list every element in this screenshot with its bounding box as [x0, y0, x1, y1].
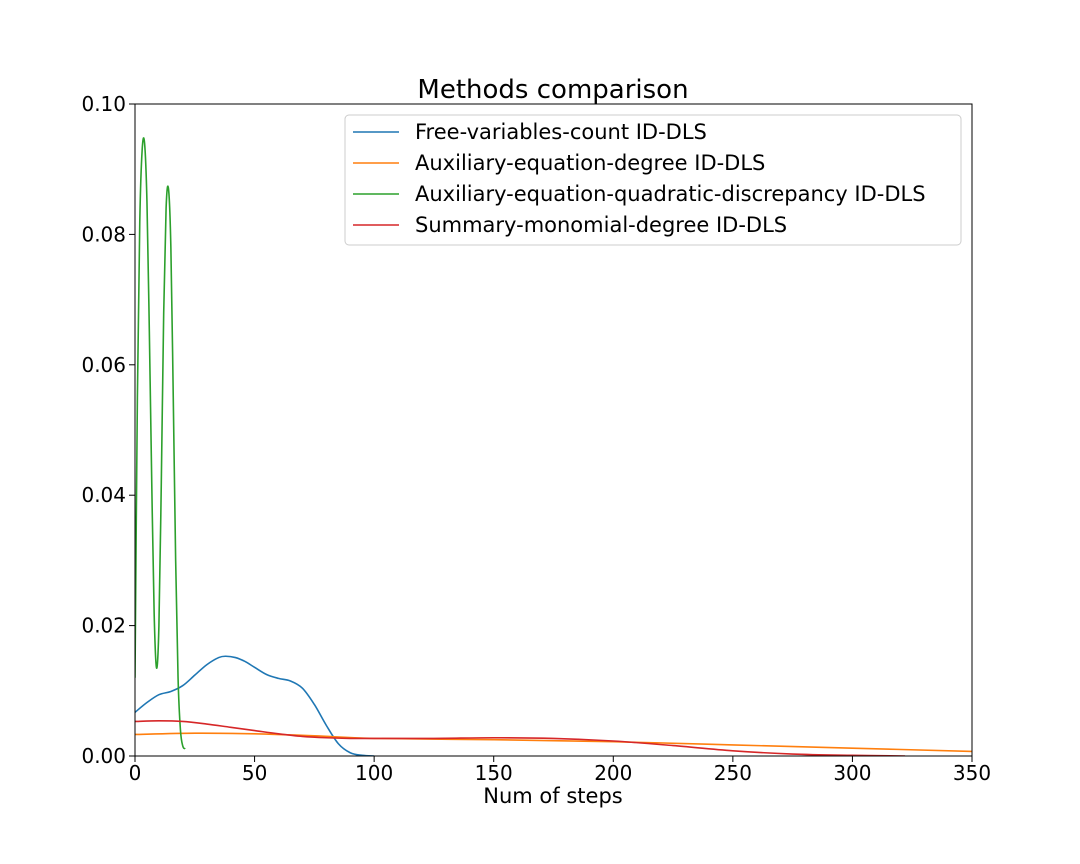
x-tick-label: 300	[833, 761, 871, 785]
y-tick-label: 0.04	[81, 483, 126, 507]
x-tick-label: 200	[594, 761, 632, 785]
y-tick-label: 0.00	[81, 744, 126, 768]
chart-title: Methods comparison	[417, 75, 688, 105]
y-tick-label: 0.02	[81, 614, 126, 638]
series-line-3	[135, 137, 186, 750]
y-tick-label: 0.10	[81, 92, 126, 116]
series-line-1	[135, 655, 375, 756]
x-tick-label: 150	[475, 761, 513, 785]
x-axis: 0 50 100 150 200 250 300 350	[129, 756, 991, 785]
legend-label: Auxiliary-equation-degree ID-DLS	[415, 151, 765, 175]
legend-label: Summary-monomial-degree ID-DLS	[415, 213, 787, 237]
legend-box	[344, 114, 962, 246]
series-line-2	[135, 732, 972, 753]
plot-area	[135, 137, 972, 756]
y-tick-label: 0.06	[81, 353, 126, 377]
legend: Free-variables-count ID-DLS Auxiliary-equ…	[344, 114, 962, 246]
legend-label: Auxiliary-equation-quadratic-discrepancy…	[415, 182, 926, 206]
y-tick-label: 0.08	[81, 222, 126, 246]
axes-frame	[134, 103, 973, 757]
legend-label: Free-variables-count ID-DLS	[415, 120, 707, 144]
y-axis: 0.00 0.02 0.04 0.06 0.08 0.10	[81, 92, 135, 768]
x-tick-label: 250	[714, 761, 752, 785]
x-tick-label: 100	[355, 761, 393, 785]
x-axis-label: Num of steps	[483, 784, 622, 808]
series-line-4	[135, 719, 906, 756]
x-tick-label: 0	[129, 761, 142, 785]
x-tick-label: 350	[953, 761, 991, 785]
x-tick-label: 50	[242, 761, 267, 785]
